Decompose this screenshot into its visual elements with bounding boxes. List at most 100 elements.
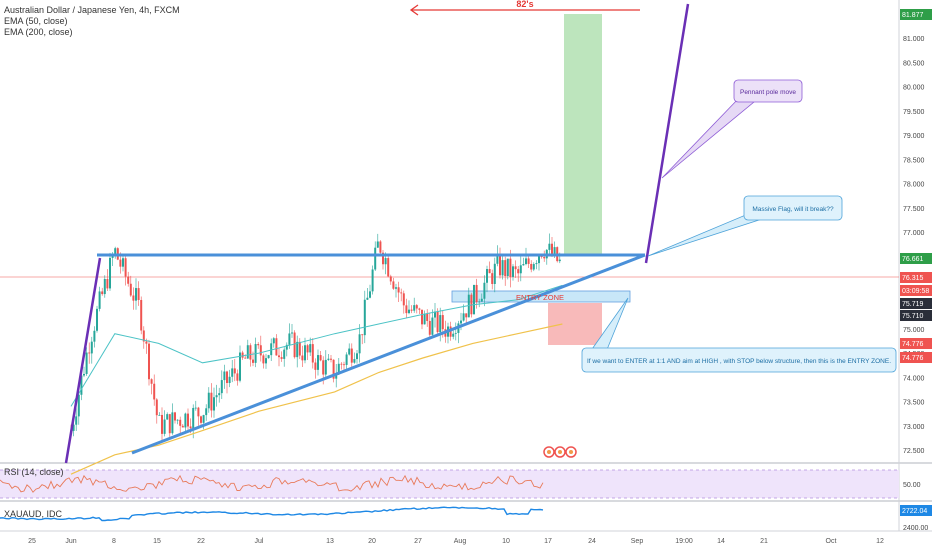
event-markers[interactable] <box>543 446 577 458</box>
candle-body <box>301 355 304 361</box>
candle-body <box>348 348 351 355</box>
rsi-axis-tick: 50.00 <box>903 482 921 489</box>
candle-body <box>532 264 535 270</box>
candle-body <box>194 407 197 409</box>
pole-line-projection[interactable] <box>644 3 690 264</box>
time-tick-label: 10 <box>502 538 510 545</box>
candle-body <box>465 313 468 318</box>
price-tick-label: 73.500 <box>903 400 925 407</box>
candle-body <box>158 414 161 416</box>
candle-body <box>233 368 236 374</box>
candle-body <box>309 344 312 353</box>
time-axis-ticks: 25 Jun 8 15 22 Jul 13 20 27 Aug 10 17 24 Sep 19:00 14 21… <box>28 538 884 545</box>
candle-body <box>90 341 93 354</box>
candle-body <box>246 345 249 359</box>
candle-body <box>252 359 254 363</box>
candle-body <box>311 344 314 363</box>
candle-body <box>72 424 75 431</box>
candle-body <box>93 330 96 342</box>
candle-body <box>330 358 332 360</box>
price-badge <box>900 253 932 264</box>
candle-body <box>142 330 145 342</box>
candle-body <box>493 263 496 284</box>
time-tick-label: 21 <box>760 538 768 545</box>
entry-callout[interactable] <box>581 347 897 373</box>
time-tick-label: 15 <box>153 538 161 545</box>
candle-body <box>454 332 457 334</box>
candle-body <box>298 341 301 356</box>
event-marker-dot <box>558 450 562 454</box>
xau-line[interactable] <box>0 506 544 522</box>
candle-body <box>127 276 130 284</box>
candle-body <box>226 371 228 383</box>
candle-body <box>236 373 239 381</box>
time-tick-label: 22 <box>197 538 205 545</box>
candle-body <box>358 334 361 354</box>
candle-body <box>166 414 169 420</box>
candle-body <box>304 345 306 361</box>
candle-body <box>223 371 226 381</box>
ema200-legend[interactable]: EMA (200, close) <box>4 27 73 37</box>
candle-body <box>319 355 322 361</box>
candle-body <box>75 416 78 425</box>
candle-body <box>361 334 364 336</box>
time-tick-label: Oct <box>826 538 837 545</box>
candle-body <box>228 376 231 383</box>
pennant-callout[interactable] <box>733 79 803 103</box>
candle-body <box>467 294 470 318</box>
candle-body <box>220 380 223 394</box>
candle-body <box>389 276 392 282</box>
candle-body <box>558 259 561 262</box>
rsi-legend[interactable]: RSI (14, close) <box>4 467 64 477</box>
candle-body <box>402 293 405 306</box>
time-tick-label: 12 <box>876 538 884 545</box>
flag-callout-text: Massive Flag, will it break?? <box>752 206 834 213</box>
candle-body <box>512 266 514 277</box>
target-zone[interactable] <box>564 14 602 255</box>
candle-body <box>189 426 192 429</box>
flag-callout[interactable] <box>743 195 843 221</box>
xau-legend[interactable]: XAUAUD, IDC <box>4 509 63 519</box>
price-tick-label: 72.500 <box>903 448 925 455</box>
candle-body <box>137 288 140 300</box>
price-badge <box>900 338 932 349</box>
support-trendline[interactable] <box>131 253 646 455</box>
candle-body <box>114 248 117 257</box>
candle-body <box>397 287 400 293</box>
stop-zone[interactable] <box>548 303 602 345</box>
candle-body <box>322 360 325 375</box>
measure-label: 82's <box>516 0 533 9</box>
rsi-line[interactable] <box>0 474 544 493</box>
entry-callout-text: If we want to ENTER at 1:1 AND aim at HI… <box>587 358 891 365</box>
ema200-line[interactable] <box>70 323 563 475</box>
candle-body <box>522 264 525 266</box>
price-tick-label: 81.000 <box>903 36 925 43</box>
price-badge-label: 76.315 <box>902 275 924 282</box>
candle-body <box>519 265 522 274</box>
candle-body <box>548 243 551 250</box>
price-tick-label: 74.000 <box>903 375 925 382</box>
candle-body <box>85 352 88 374</box>
candle-body <box>335 374 338 379</box>
price-badge-label: 74.776 <box>902 355 924 362</box>
candle-body <box>337 363 340 375</box>
price-tick-label: 79.000 <box>903 133 925 140</box>
candle-body <box>122 258 124 267</box>
event-marker-dot <box>547 450 551 454</box>
pole-line-left[interactable] <box>64 257 102 464</box>
candle-body <box>168 414 171 434</box>
ema50-line[interactable] <box>70 284 563 407</box>
candle-body <box>387 258 390 277</box>
xau-axis-tick: 2400.00 <box>903 525 928 532</box>
candle-body <box>88 352 91 354</box>
candle-body <box>374 247 377 270</box>
candle-body <box>218 393 221 396</box>
candle-body <box>83 373 85 376</box>
candle-body <box>499 254 501 276</box>
price-tick-label: 78.500 <box>903 157 925 164</box>
symbol-title[interactable]: Australian Dollar / Japanese Yen, 4h, FX… <box>4 5 180 15</box>
candle-body <box>265 358 267 364</box>
time-tick-label: 20 <box>368 538 376 545</box>
ema50-legend[interactable]: EMA (50, close) <box>4 16 68 26</box>
candle-body <box>213 397 215 411</box>
